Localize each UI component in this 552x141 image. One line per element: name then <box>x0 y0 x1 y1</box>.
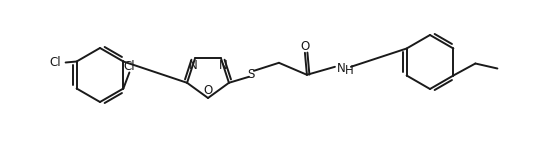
Text: O: O <box>300 40 310 53</box>
Text: Cl: Cl <box>49 56 61 69</box>
Text: H: H <box>345 64 354 77</box>
Text: N: N <box>337 62 346 75</box>
Text: N: N <box>219 59 227 72</box>
Text: S: S <box>247 68 254 81</box>
Text: O: O <box>203 83 213 96</box>
Text: Cl: Cl <box>124 60 135 72</box>
Text: N: N <box>189 59 198 72</box>
